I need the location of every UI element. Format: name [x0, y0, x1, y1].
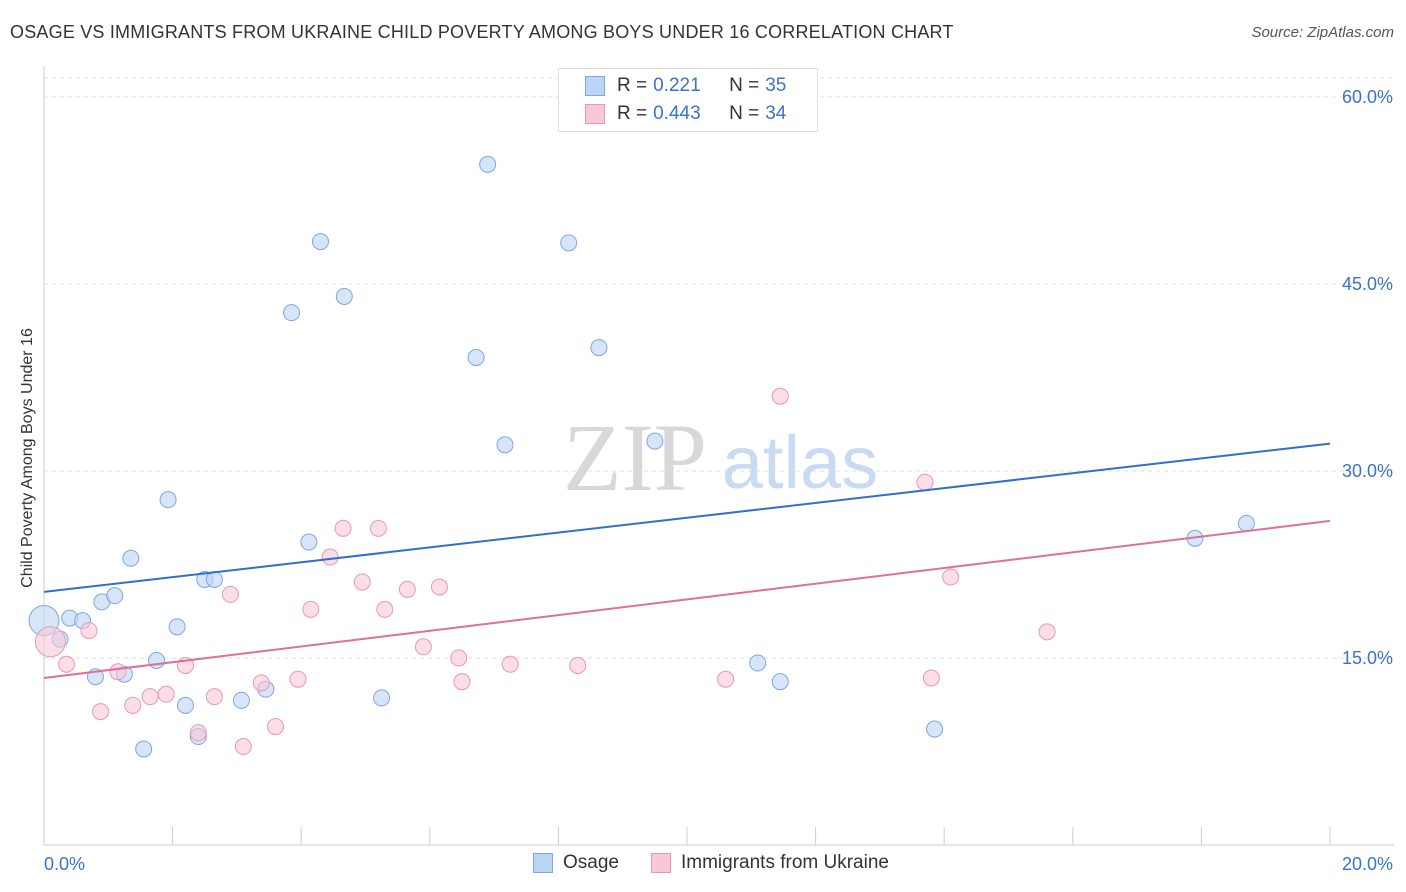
point-ukraine — [92, 703, 110, 721]
point-ukraine — [234, 738, 252, 756]
point-ukraine — [205, 688, 223, 706]
point-osage — [467, 349, 485, 367]
point-ukraine — [302, 600, 320, 618]
point-ukraine — [501, 655, 519, 673]
watermark-atlas: atlas — [722, 421, 878, 504]
point-osage — [283, 304, 301, 322]
point-ukraine — [376, 600, 394, 618]
point-osage — [148, 651, 166, 669]
legend-n-label: N = — [729, 75, 760, 96]
point-osage — [560, 234, 578, 252]
point-osage — [496, 436, 514, 454]
point-osage — [168, 618, 186, 636]
point-ukraine — [771, 387, 789, 405]
point-ukraine — [450, 649, 468, 667]
legend-r-label: R = — [617, 75, 648, 96]
point-ukraine — [189, 724, 207, 742]
point-ukraine — [453, 673, 471, 691]
point-ukraine — [414, 638, 432, 656]
y-tick-label: 15.0% — [1342, 648, 1393, 668]
point-osage — [159, 491, 177, 509]
point-ukraine — [252, 674, 270, 692]
point-osage — [300, 533, 318, 551]
legend-label-ukraine: Immigrants from Ukraine — [680, 852, 889, 873]
point-osage — [749, 654, 767, 672]
point-osage — [479, 155, 497, 173]
point-osage — [926, 720, 944, 738]
point-ukraine — [321, 548, 339, 566]
point-ukraine — [569, 656, 587, 674]
point-osage — [373, 689, 391, 707]
legend-r-value: 0.221 — [653, 75, 701, 96]
point-osage — [176, 696, 194, 714]
point-ukraine — [398, 580, 416, 598]
point-ukraine — [334, 519, 352, 537]
legend-swatch-ukraine — [585, 104, 605, 124]
chart-title: OSAGE VS IMMIGRANTS FROM UKRAINE CHILD P… — [10, 22, 954, 42]
legend-r-value: 0.443 — [653, 103, 701, 124]
point-ukraine — [141, 688, 159, 706]
legend-item-osage: Osage — [533, 852, 619, 874]
y-tick-label: 45.0% — [1342, 274, 1393, 294]
point-osage — [106, 587, 124, 605]
correlation-legend: R = 0.221 N = 35 R = 0.443 N = 34 — [558, 68, 818, 132]
legend-label-osage: Osage — [563, 852, 619, 873]
y-tick-label: 60.0% — [1342, 87, 1393, 107]
point-ukraine — [942, 568, 960, 586]
point-ukraine — [221, 585, 239, 603]
point-osage — [135, 740, 153, 758]
legend-row-ukraine: R = 0.443 N = 34 — [585, 103, 786, 125]
point-ukraine — [80, 622, 98, 640]
point-ukraine — [34, 626, 66, 658]
legend-r-label: R = — [617, 103, 648, 124]
legend-swatch-osage — [533, 853, 553, 873]
point-osage — [232, 691, 250, 709]
series-legend: Osage Immigrants from Ukraine — [533, 852, 921, 874]
point-ukraine — [289, 670, 307, 688]
point-ukraine — [157, 685, 175, 703]
legend-item-ukraine: Immigrants from Ukraine — [650, 852, 889, 874]
point-ukraine — [717, 670, 735, 688]
legend-swatch-osage — [585, 76, 605, 96]
y-tick-label: 30.0% — [1342, 461, 1393, 481]
legend-n-value: 35 — [765, 75, 787, 96]
y-axis-label: Child Poverty Among Boys Under 16 — [19, 328, 36, 588]
point-ukraine — [922, 669, 940, 687]
point-ukraine — [58, 655, 76, 673]
trend-line-ukraine — [43, 519, 1331, 679]
point-osage — [590, 339, 608, 357]
point-ukraine — [124, 696, 142, 714]
point-ukraine — [916, 473, 934, 491]
point-ukraine — [353, 573, 371, 591]
watermark-zip: ZIP — [563, 404, 707, 511]
point-ukraine — [369, 519, 387, 537]
x-tick-label: 0.0% — [44, 854, 85, 874]
legend-row-osage: R = 0.221 N = 35 — [585, 75, 786, 97]
point-osage — [771, 673, 789, 691]
source-credit: Source: ZipAtlas.com — [1251, 24, 1394, 41]
point-osage — [311, 233, 329, 251]
legend-n-label: N = — [729, 103, 760, 124]
x-tick-label: 20.0% — [1342, 854, 1393, 874]
point-osage — [1237, 514, 1255, 532]
point-ukraine — [109, 663, 127, 681]
point-ukraine — [266, 718, 284, 736]
trend-line-osage — [43, 442, 1331, 593]
point-ukraine — [430, 578, 448, 596]
point-osage — [646, 432, 664, 450]
legend-swatch-ukraine — [650, 853, 671, 873]
legend-n-value: 34 — [765, 103, 787, 124]
point-ukraine — [1038, 623, 1056, 641]
point-osage — [122, 549, 140, 567]
point-osage — [335, 287, 353, 305]
